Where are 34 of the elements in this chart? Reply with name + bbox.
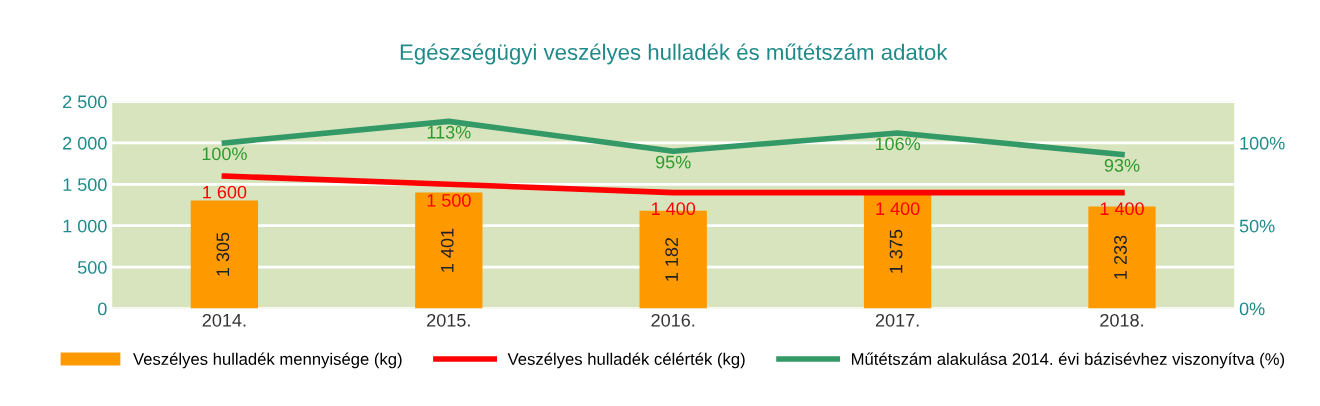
bar <box>863 194 932 309</box>
bar <box>190 200 259 309</box>
data-label: 1 182 <box>665 237 679 281</box>
data-label: 1 600 <box>203 185 247 199</box>
y-tick-label: 1 500 <box>63 178 107 192</box>
legend-label: Veszélyes hulladék mennyisége (kg) <box>133 352 402 369</box>
y-tick-label: 500 <box>77 261 107 274</box>
y-tick-label: 2 500 <box>63 95 107 109</box>
data-label: 113% <box>427 125 471 139</box>
legend-label: Műtétszám alakulása 2014. évi bázisévhez viszonyítva (%) <box>852 352 1285 369</box>
data-label: 100% <box>202 147 247 161</box>
y-tick-label: 2 000 <box>63 136 107 150</box>
data-label: 1 401 <box>440 228 454 272</box>
x-tick-label: 2014. <box>202 313 246 327</box>
data-label: 1 400 <box>876 202 920 216</box>
chart-title: Egészségügyi veszélyes hulladék és műtétszám adatok <box>400 43 948 65</box>
x-tick-label: 2016. <box>651 313 695 327</box>
y2-tick-label: 50% <box>1239 219 1275 233</box>
y-tick-label: 0 <box>98 302 107 316</box>
x-tick-label: 2015. <box>427 313 470 327</box>
data-label: 93% <box>1104 158 1140 172</box>
x-tick-label: 2017. <box>875 313 919 327</box>
data-label: 95% <box>655 155 691 169</box>
y2-tick-label: 100% <box>1240 136 1285 150</box>
legend-label: Veszélyes hulladék célérték (kg) <box>507 352 745 369</box>
data-label: 1 500 <box>427 193 471 207</box>
data-label: 1 375 <box>889 229 903 273</box>
data-label: 106% <box>875 137 921 151</box>
data-label: 1 233 <box>1114 235 1127 279</box>
data-label: 1 305 <box>216 232 230 276</box>
y-tick-label: 1 000 <box>63 219 107 233</box>
bar <box>415 192 483 309</box>
x-tick-label: 2018. <box>1100 313 1143 327</box>
y2-tick-label: 0% <box>1239 302 1265 316</box>
